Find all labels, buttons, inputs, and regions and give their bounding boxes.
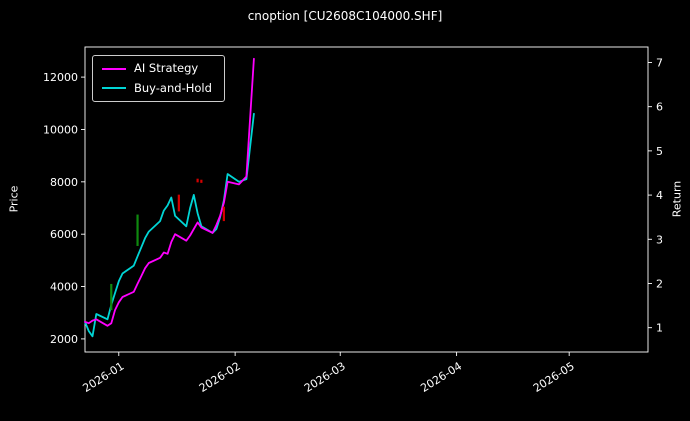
y-right-tick-label: 1 — [656, 322, 663, 335]
x-tick-label: 2026-01 — [80, 360, 126, 395]
series-line-ai-strategy — [84, 57, 255, 327]
y-right-tick-label: 2 — [656, 277, 663, 290]
legend-item-buy-and-hold: Buy-and-Hold — [102, 80, 212, 95]
y-left-tick-label: 4000 — [50, 281, 78, 294]
y-left-tick-label: 12000 — [43, 71, 78, 84]
x-tick-label: 2026-04 — [418, 360, 464, 395]
x-tick-label: 2026-05 — [531, 360, 577, 395]
legend-label-buy-and-hold: Buy-and-Hold — [134, 80, 212, 95]
y-right-tick-label: 4 — [656, 189, 663, 202]
y-right-tick-label: 7 — [656, 56, 663, 69]
x-tick-label: 2026-02 — [197, 360, 243, 395]
y-axis-label-return: Return — [670, 180, 684, 218]
legend-label-ai-strategy: AI Strategy — [134, 61, 199, 75]
legend-item-ai-strategy: AI Strategy — [102, 61, 212, 75]
y-axis-label-price: Price — [7, 185, 21, 213]
y-left-tick-label: 2000 — [50, 333, 78, 346]
y-left-tick-label: 10000 — [43, 123, 78, 136]
y-right-tick-label: 5 — [656, 145, 663, 158]
y-right-tick-label: 6 — [656, 101, 663, 114]
y-left-tick-label: 6000 — [50, 228, 78, 241]
plot-border — [84, 46, 649, 353]
y-right-tick-label: 3 — [656, 233, 663, 246]
x-tick-label: 2026-03 — [302, 360, 348, 395]
y-left-tick-label: 8000 — [50, 176, 78, 189]
legend: AI Strategy Buy-and-Hold — [92, 55, 225, 102]
legend-swatch-buy-and-hold — [102, 87, 126, 90]
legend-swatch-ai-strategy — [102, 67, 126, 70]
chart-title: cnoption [CU2608C104000.SHF] — [247, 9, 443, 23]
